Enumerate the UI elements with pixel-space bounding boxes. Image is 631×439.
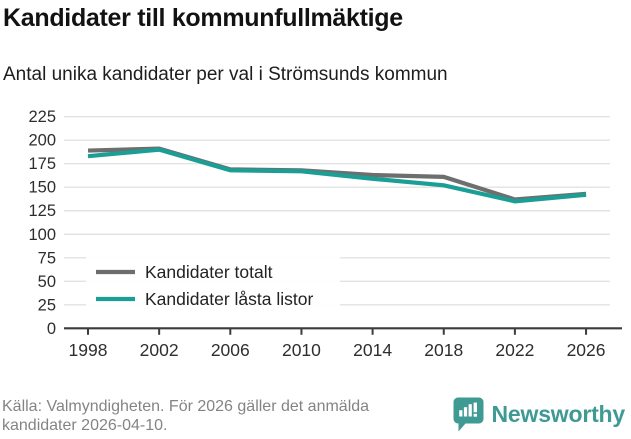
page-title: Kandidater till kommunfullmäktige <box>3 4 403 32</box>
y-tick-label: 150 <box>28 179 56 197</box>
x-tick-label: 1998 <box>69 340 108 360</box>
x-tick-label: 2006 <box>211 340 250 360</box>
y-tick-label: 175 <box>28 155 56 173</box>
legend-label: Kandidater låsta listor <box>145 289 313 309</box>
x-tick-label: 2018 <box>424 340 463 360</box>
y-tick-label: 0 <box>47 320 56 338</box>
newsworthy-logo-icon <box>453 397 484 432</box>
brand-name: Newsworthy <box>491 401 626 427</box>
logo-bar-small <box>458 410 462 417</box>
line-chart: 1998 2002 2006 2010 2014 2018 2022 2026 0 25 50 75 1… <box>28 108 622 360</box>
logo-bar-medium <box>463 407 467 417</box>
logo-exclamation-dot <box>473 413 477 417</box>
source-note: Källa: Valmyndigheten. För 2026 gäller d… <box>2 397 370 435</box>
logo-exclamation-stem <box>473 402 477 413</box>
footer: Källa: Valmyndigheten. För 2026 gäller d… <box>2 397 625 436</box>
y-tick-label: 225 <box>28 108 56 126</box>
y-tick-label: 100 <box>28 226 56 244</box>
y-tick-label: 50 <box>38 273 56 291</box>
legend-background <box>86 253 340 316</box>
y-tick-label: 200 <box>28 132 56 150</box>
x-tick-label: 2002 <box>140 340 179 360</box>
x-tick-label: 2014 <box>353 340 392 360</box>
chart-subtitle: Antal unika kandidater per val i Strömsu… <box>3 64 448 85</box>
series-line-kandidater-l-sta-listor <box>87 147 587 204</box>
y-tick-label: 25 <box>38 296 56 314</box>
x-tick-label: 2026 <box>567 340 606 360</box>
legend-label: Kandidater totalt <box>145 262 273 282</box>
x-tick-label: 2022 <box>495 340 534 360</box>
legend: Kandidater totalt Kandidater låsta listor <box>86 253 340 316</box>
x-tick-label: 2010 <box>282 340 321 360</box>
y-tick-label: 75 <box>38 249 56 267</box>
logo-bar-large <box>468 404 472 417</box>
y-tick-label: 125 <box>28 202 56 220</box>
newsworthy-brand: Newsworthy <box>453 397 625 436</box>
